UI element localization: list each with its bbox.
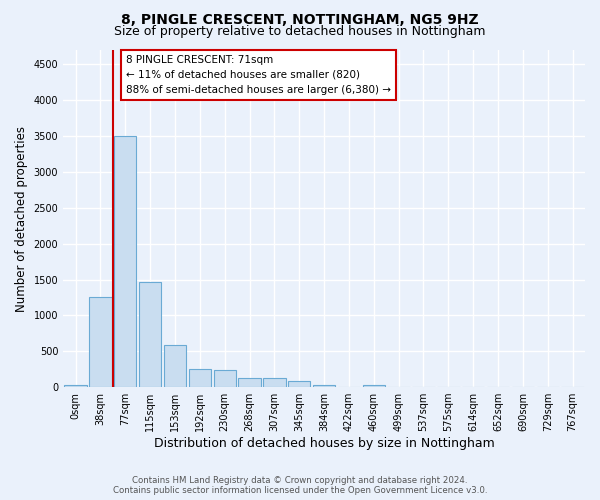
Bar [263, 378, 286, 387]
Bar [64, 385, 87, 387]
Bar [313, 385, 335, 387]
Text: Contains HM Land Registry data © Crown copyright and database right 2024.
Contai: Contains HM Land Registry data © Crown c… [113, 476, 487, 495]
Bar [362, 385, 385, 387]
Bar [164, 346, 186, 387]
Bar [114, 136, 136, 387]
X-axis label: Distribution of detached houses by size in Nottingham: Distribution of detached houses by size … [154, 437, 494, 450]
Bar [89, 296, 112, 387]
Text: Size of property relative to detached houses in Nottingham: Size of property relative to detached ho… [114, 25, 486, 38]
Bar [288, 380, 310, 387]
Bar [238, 378, 261, 387]
Bar [188, 369, 211, 387]
Text: 8 PINGLE CRESCENT: 71sqm
← 11% of detached houses are smaller (820)
88% of semi-: 8 PINGLE CRESCENT: 71sqm ← 11% of detach… [126, 55, 391, 94]
Bar [214, 370, 236, 387]
Text: 8, PINGLE CRESCENT, NOTTINGHAM, NG5 9HZ: 8, PINGLE CRESCENT, NOTTINGHAM, NG5 9HZ [121, 12, 479, 26]
Y-axis label: Number of detached properties: Number of detached properties [15, 126, 28, 312]
Bar [139, 282, 161, 387]
